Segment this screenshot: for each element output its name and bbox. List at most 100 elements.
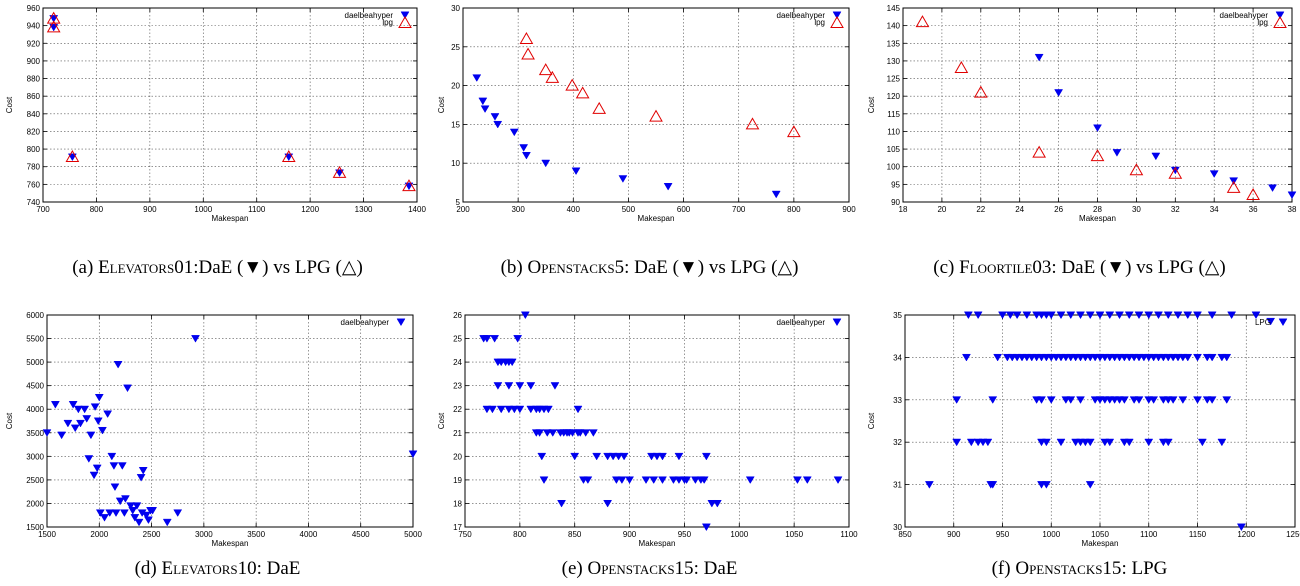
data-point-down-triangle	[1119, 396, 1129, 404]
caption-b-suffix: : DaE (▼) vs LPG (△)	[624, 257, 799, 278]
chart-svg: 850 900 950 1000 1050 1100 1150 1200 1250 30 31 32 3…	[867, 311, 1300, 548]
data-point-down-triangle	[515, 405, 525, 414]
caption-a: (a) Elevators01:DaE (▼) vs LPG (△)	[5, 256, 430, 279]
x-tick-label: 1150	[1189, 530, 1207, 539]
y-tick-label: 5	[456, 198, 461, 207]
data-point-down-triangle	[1124, 438, 1134, 447]
y-tick-label: 4500	[26, 382, 44, 391]
data-point-down-triangle	[1037, 396, 1046, 404]
data-point-down-triangle	[1144, 438, 1154, 447]
data-point-up-triangle	[1226, 180, 1241, 193]
data-point-down-triangle	[568, 429, 577, 437]
data-point-up-triangle	[1168, 166, 1183, 179]
data-point-down-triangle	[521, 151, 531, 160]
legend-label: LPG	[1255, 318, 1271, 327]
x-tick-label: 2000	[90, 530, 108, 539]
data-point-down-triangle	[575, 429, 585, 437]
x-tick-label: 600	[677, 205, 691, 214]
data-point-down-triangle	[1222, 396, 1232, 404]
data-point-down-triangle	[618, 175, 628, 183]
x-tick-label: 1000	[1042, 530, 1060, 539]
y-tick-label: 3500	[26, 429, 44, 438]
y-axis-label: Cost	[437, 412, 446, 429]
data-point-down-triangle	[1168, 396, 1178, 404]
data-point-down-triangle	[504, 382, 514, 390]
data-point-down-triangle	[130, 514, 140, 522]
data-point-down-triangle	[611, 476, 621, 484]
x-tick-label: 26	[1054, 205, 1063, 214]
y-axis-label: Cost	[5, 96, 14, 113]
caption-a-prefix: (a)	[72, 257, 99, 278]
data-point-down-triangle	[792, 476, 802, 484]
series-0	[472, 74, 781, 199]
y-tick-label: 5000	[26, 358, 44, 367]
data-point-down-triangle	[1227, 311, 1237, 320]
caption-b-name: Openstacks5	[527, 257, 625, 278]
y-tick-label: 940	[27, 22, 41, 31]
plot-frame	[42, 7, 418, 203]
data-point-down-triangle	[100, 514, 109, 522]
data-point-down-triangle	[504, 405, 514, 414]
data-point-down-triangle	[1134, 396, 1144, 404]
y-tick-label: 135	[887, 39, 901, 48]
x-axis-label: Makespan	[1079, 214, 1116, 223]
data-point-up-triangle	[592, 101, 607, 114]
x-tick-label: 200	[456, 205, 470, 214]
data-point-down-triangle	[141, 511, 151, 520]
y-tick-label: 140	[887, 22, 901, 31]
data-point-down-triangle	[952, 438, 962, 447]
y-tick-label: 30	[893, 523, 902, 532]
data-point-down-triangle	[1112, 149, 1122, 157]
data-point-down-triangle	[581, 429, 591, 437]
data-point-down-triangle	[1085, 438, 1095, 447]
data-point-down-triangle	[570, 452, 580, 461]
data-point-down-triangle	[138, 467, 148, 475]
series-0	[1034, 53, 1297, 200]
data-point-down-triangle	[143, 516, 153, 525]
x-tick-label: 900	[842, 205, 856, 214]
x-tick-label: 800	[90, 205, 104, 214]
data-point-down-triangle	[983, 438, 993, 447]
caption-f-name: Openstacks15	[1015, 558, 1122, 579]
y-tick-label: 24	[453, 358, 462, 367]
data-point-down-triangle	[1041, 438, 1051, 447]
data-point-down-triangle	[557, 499, 566, 508]
data-point-up-triangle	[649, 109, 663, 122]
data-point-down-triangle	[1046, 396, 1056, 404]
data-point-down-triangle	[82, 415, 92, 423]
y-tick-label: 19	[453, 476, 462, 485]
caption-a-name: Elevators01	[98, 257, 194, 278]
x-tick-label: 950	[996, 530, 1010, 539]
panel-a-elevators01: 700 800 900 1000 1100 1200 1300 1400 740 760 780 80…	[5, 2, 426, 224]
caption-f-suffix: : LPG	[1121, 558, 1168, 579]
data-point-down-triangle	[119, 509, 129, 517]
data-point-down-triangle	[548, 429, 558, 437]
data-point-down-triangle	[191, 335, 200, 343]
legend-label: lpg	[1257, 18, 1268, 27]
data-point-down-triangle	[701, 452, 711, 461]
data-point-down-triangle	[110, 483, 120, 492]
y-tick-label: 1500	[26, 523, 44, 532]
legend-label: daelbeahyper	[341, 318, 390, 327]
data-point-down-triangle	[472, 74, 482, 82]
y-tick-label: 880	[27, 75, 41, 84]
y-tick-label: 120	[887, 92, 901, 101]
y-tick-label: 2500	[26, 476, 44, 485]
y-tick-label: 30	[451, 4, 460, 13]
data-point-up-triangle	[1090, 149, 1105, 162]
data-point-down-triangle	[641, 476, 651, 484]
data-point-down-triangle	[73, 405, 83, 414]
data-point-down-triangle	[571, 167, 581, 176]
data-point-up-triangle	[1129, 163, 1144, 176]
data-point-down-triangle	[126, 502, 136, 510]
data-point-down-triangle	[625, 476, 635, 484]
data-point-down-triangle	[97, 426, 107, 435]
legend: daelbeahyper	[341, 318, 406, 327]
data-point-down-triangle	[1222, 353, 1232, 362]
series-1	[519, 32, 801, 138]
x-axis-label: Makespan	[638, 214, 675, 223]
x-tick-label: 3000	[195, 530, 213, 539]
y-tick-label: 800	[27, 145, 41, 154]
data-point-down-triangle	[70, 424, 80, 433]
